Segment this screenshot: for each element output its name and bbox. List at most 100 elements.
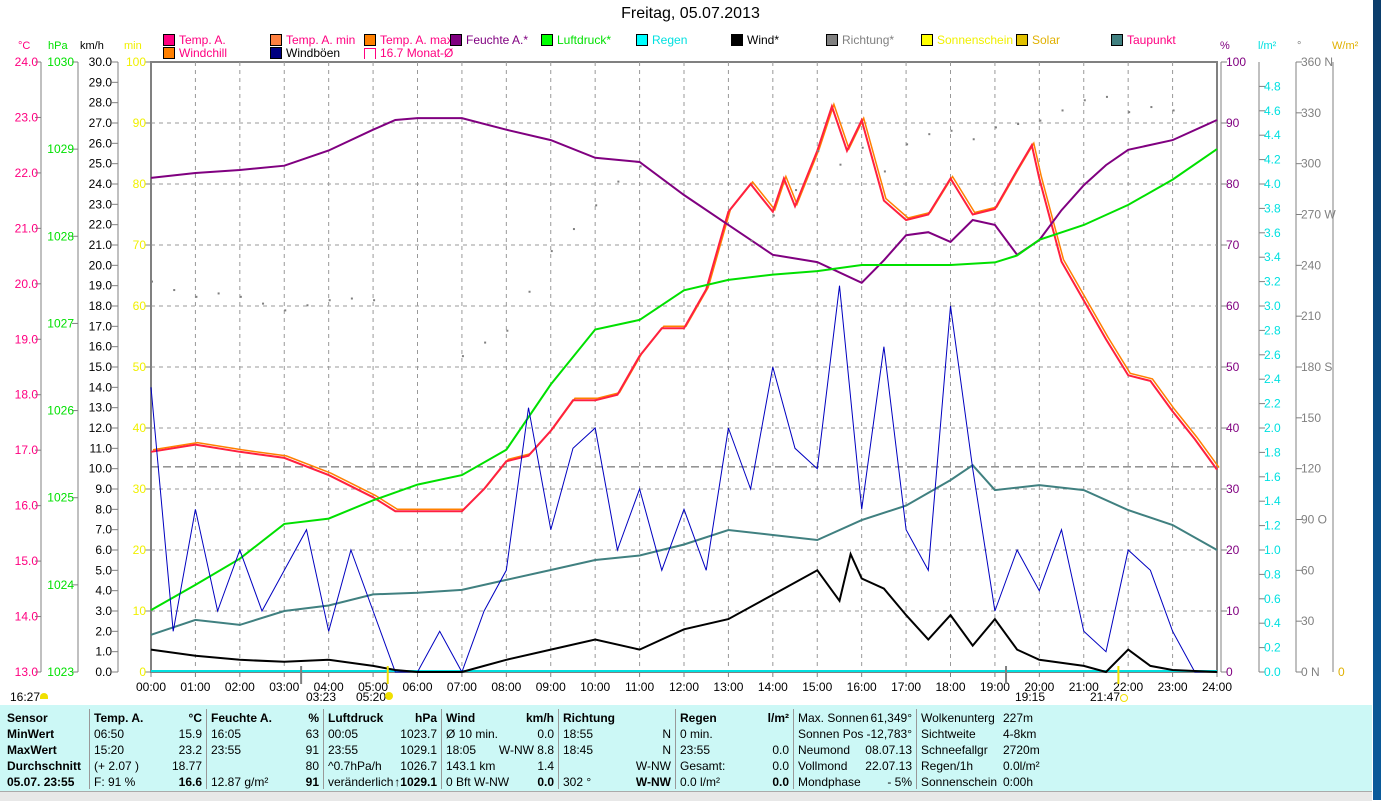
richtung-point bbox=[550, 250, 553, 253]
table-row: Sonnen Pos -12,783° bbox=[798, 727, 912, 743]
rain-axis-tick-label: 1.6 bbox=[1264, 470, 1281, 484]
temp-axis-tick-label: 22.0 bbox=[15, 166, 39, 180]
humidity-axis-tick-label: 0 bbox=[1226, 665, 1233, 679]
humidity-axis-tick-label: 60 bbox=[1226, 299, 1240, 313]
humidity-axis-tick-label: 20 bbox=[1226, 543, 1240, 557]
legend-label: Feuchte A.* bbox=[466, 33, 529, 47]
table-cell-label: ^0.7hPa/h bbox=[328, 759, 382, 773]
legend-item[interactable]: Wind* bbox=[731, 33, 779, 47]
table-cell-value: W-NW bbox=[635, 775, 671, 789]
sunshine-axis-tick-label: 30 bbox=[133, 482, 147, 496]
table-cell-value: 80 bbox=[305, 759, 319, 773]
legend-swatch bbox=[826, 34, 838, 46]
wind-axis-tick-label: 20.0 bbox=[89, 258, 113, 272]
wind-axis-tick-label: 25.0 bbox=[89, 157, 113, 171]
table-cell-value: 16.6 bbox=[178, 775, 202, 789]
richtung-point bbox=[839, 163, 842, 166]
table-row: 143.1 km 1.4 bbox=[446, 759, 554, 775]
x-tick-label: 12:00 bbox=[669, 680, 699, 694]
x-tick-label: 21:00 bbox=[1069, 680, 1099, 694]
x-tick-label: 05:00 bbox=[358, 680, 388, 694]
table-cell-value: 15.9 bbox=[178, 727, 202, 741]
table-cell-label: (+ 2.07 ) bbox=[94, 759, 140, 773]
table-cell-label: 05.07. 23:55 bbox=[7, 775, 75, 789]
legend-item[interactable]: Regen bbox=[636, 33, 687, 47]
legend-swatch bbox=[541, 34, 553, 46]
rain-axis-tick-label: 0.8 bbox=[1264, 567, 1281, 581]
table-cell-value: 1.4 bbox=[537, 759, 554, 773]
direction-axis-tick-label: 270 W bbox=[1301, 208, 1336, 222]
direction-axis-tick-label: 90 O bbox=[1301, 513, 1327, 527]
table-cell-value: 23.2 bbox=[178, 743, 202, 757]
sunshine-axis-tick-label: 20 bbox=[133, 543, 147, 557]
legend-label: Temp. A. min bbox=[286, 33, 356, 47]
temp-axis-tick-label: 18.0 bbox=[15, 388, 39, 402]
wind-axis-tick-label: 12.0 bbox=[89, 421, 113, 435]
x-tick-label: 17:00 bbox=[891, 680, 921, 694]
richtung-point bbox=[817, 150, 820, 153]
direction-axis-tick-label: 360 N bbox=[1301, 55, 1333, 69]
unit-temp: °C bbox=[18, 40, 31, 52]
table-row: 0 min. bbox=[680, 727, 789, 743]
table-row: veränderlich ↑1029.1 bbox=[328, 775, 437, 791]
table-row: F: 91 % 16.6 bbox=[94, 775, 202, 791]
legend-item[interactable]: Windchill bbox=[163, 46, 227, 60]
unit-direction: ° bbox=[1297, 40, 1302, 52]
legend-item[interactable]: Sonnenschein bbox=[921, 33, 1013, 47]
legend-item[interactable]: Luftdruck* bbox=[541, 33, 611, 47]
legend-item[interactable]: Temp. A. max bbox=[364, 33, 453, 47]
legend-item[interactable]: Richtung* bbox=[826, 33, 894, 47]
table-column: Wolkenunterg 227m Sichtweite 4-8km Schneefal… bbox=[916, 709, 1057, 789]
direction-axis-tick-label: 30 bbox=[1301, 614, 1315, 628]
table-cell-label: 18:45 bbox=[563, 743, 594, 757]
table-cell-value: hPa bbox=[414, 711, 437, 725]
legend-swatch bbox=[1016, 34, 1028, 46]
table-cell-value: 0.0 bbox=[772, 743, 789, 757]
table-cell-label: 0 min. bbox=[680, 727, 713, 741]
legend-item[interactable]: 16.7 Monat-Ø bbox=[364, 46, 453, 60]
table-row: 06:50 15.9 bbox=[94, 727, 202, 743]
richtung-point bbox=[772, 214, 775, 217]
legend-item[interactable]: Windböen bbox=[270, 46, 340, 60]
table-cell-value: -12,783° bbox=[866, 727, 913, 741]
richtung-point bbox=[1083, 99, 1086, 102]
table-cell-label: Sichtweite bbox=[921, 727, 976, 741]
x-tick-label: 23:00 bbox=[1158, 680, 1188, 694]
legend-item[interactable]: Temp. A. min bbox=[270, 33, 355, 47]
wind-axis-tick-label: 4.0 bbox=[95, 584, 112, 598]
rain-axis-tick-label: 4.4 bbox=[1264, 128, 1281, 142]
legend-item[interactable]: Solar bbox=[1016, 33, 1060, 47]
table-cell-label: Wolkenunterg bbox=[921, 711, 995, 725]
rain-axis-tick-label: 4.2 bbox=[1264, 153, 1281, 167]
table-header-row: Sensor bbox=[7, 711, 84, 727]
table-row: 18:05 W-NW 8.8 bbox=[446, 743, 554, 759]
x-tick-label: 07:00 bbox=[447, 680, 477, 694]
direction-axis-tick-label: 240 bbox=[1301, 258, 1321, 272]
richtung-point bbox=[795, 189, 798, 192]
table-cell-label: 0 Bft W-NW bbox=[446, 775, 510, 789]
pressure-axis-tick-label: 1023 bbox=[47, 665, 74, 679]
richtung-point bbox=[350, 297, 353, 300]
direction-axis-tick-label: 60 bbox=[1301, 563, 1315, 577]
temp-axis-tick-label: 16.0 bbox=[15, 499, 39, 513]
rain-axis-tick-label: 4.0 bbox=[1264, 177, 1281, 191]
pressure-axis-tick-label: 1029 bbox=[47, 142, 74, 156]
humidity-axis-tick-label: 50 bbox=[1226, 360, 1240, 374]
table-cell-label: Luftdruck bbox=[328, 711, 384, 725]
x-tick-label: 08:00 bbox=[491, 680, 521, 694]
rain-axis-tick-label: 3.0 bbox=[1264, 299, 1281, 313]
table-row: W-NW bbox=[563, 759, 671, 775]
table-cell-label: 23:55 bbox=[328, 743, 359, 757]
direction-axis-tick-label: 180 S bbox=[1301, 360, 1332, 374]
legend-item[interactable]: Feuchte A.* bbox=[450, 33, 528, 47]
legend-item[interactable]: Taupunkt bbox=[1111, 33, 1176, 47]
legend-swatch bbox=[450, 34, 462, 46]
table-row: 80 bbox=[211, 759, 319, 775]
table-row: Ø 10 min. 0.0 bbox=[446, 727, 554, 743]
x-tick-label: 14:00 bbox=[758, 680, 788, 694]
rain-axis-tick-label: 4.6 bbox=[1264, 104, 1281, 118]
richtung-point bbox=[328, 299, 331, 302]
table-cell-value: N bbox=[662, 743, 671, 757]
table-cell-label: Wind bbox=[446, 711, 476, 725]
legend-item[interactable]: Temp. A. bbox=[163, 33, 226, 47]
